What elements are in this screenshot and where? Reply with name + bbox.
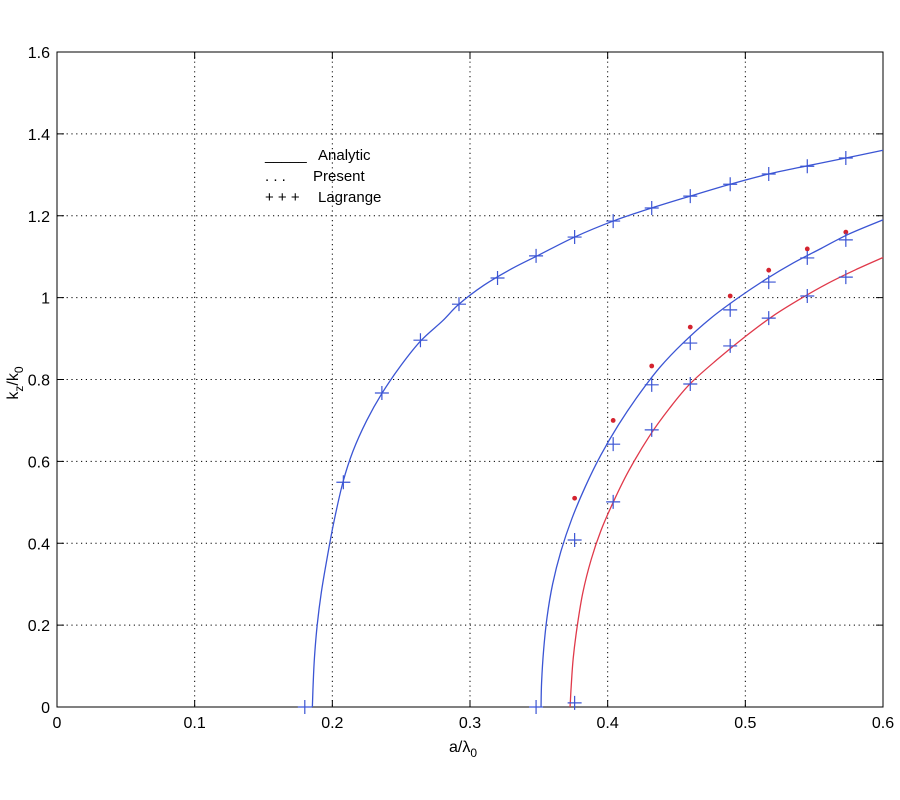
curves-layer [311, 149, 884, 708]
lagrange-marker [606, 214, 621, 229]
y-axis-label-text: k [5, 391, 22, 400]
legend-item-present: . . . Present [265, 168, 366, 185]
legend-label: Lagrange [318, 189, 381, 206]
lagrange-marker [529, 700, 544, 714]
present-marker [766, 267, 772, 273]
legend-item-analytic: _____ Analytic [264, 147, 371, 164]
y-tick-label: 0.4 [28, 536, 50, 553]
y-axis-label: kz/k0 [5, 366, 26, 399]
lagrange-marker [800, 159, 815, 174]
present-marker [727, 293, 733, 299]
y-tick-label: 0.8 [28, 373, 50, 390]
x-tick-label: 0.6 [872, 715, 894, 732]
lagrange-marker [761, 275, 776, 290]
y-tick-label: 0.6 [28, 454, 50, 471]
lagrange-marker [800, 250, 815, 265]
present-marker [649, 363, 655, 369]
lagrange-marker [761, 166, 776, 181]
x-tick-label: 0 [53, 715, 62, 732]
y-axis-label-subscript: 0 [12, 366, 26, 373]
lagrange-marker [644, 422, 659, 437]
lagrange-marker [800, 288, 815, 303]
present-marker [610, 418, 616, 423]
grid-layer [57, 52, 883, 707]
labels-layer: 0 0.1 0.2 0.3 0.4 0.5 0.6 0 0.2 0.4 0.6 0.8 1 1.2 1.4 1… [5, 45, 894, 760]
lagrange-marker [451, 297, 466, 312]
y-tick-label: 1.2 [28, 209, 50, 226]
lagrange-marker [297, 700, 312, 714]
lagrange-marker [683, 336, 698, 351]
legend-label: Present [313, 168, 366, 185]
legend-symbol: _____ [264, 147, 307, 164]
lagrange-marker [683, 189, 698, 204]
present-marker [843, 229, 849, 235]
analytic-curve [540, 219, 884, 708]
legend-symbol: + + + [265, 189, 300, 206]
x-axis-label-text: a/λ [449, 739, 470, 756]
y-tick-label: 1 [41, 291, 50, 308]
legend-item-lagrange: + + + Lagrange [265, 189, 381, 206]
lagrange-marker [838, 151, 853, 166]
lagrange-marker [644, 377, 659, 392]
y-tick-label: 0 [41, 700, 50, 717]
lagrange-marker [374, 386, 389, 401]
lagrange-marker [606, 494, 621, 509]
lagrange-marker [413, 333, 428, 348]
x-axis-label-subscript: 0 [470, 746, 477, 760]
lagrange-marker [644, 200, 659, 215]
lagrange-marker [490, 270, 505, 285]
lagrange-marker [838, 232, 853, 247]
y-axis-label-text: /k [5, 372, 22, 385]
present-marker [687, 324, 693, 330]
lagrange-marker [606, 437, 621, 452]
lagrange-marker [567, 230, 582, 245]
y-tick-label: 1.6 [28, 45, 50, 62]
present-marker [572, 495, 578, 501]
y-tick-label: 1.4 [28, 127, 50, 144]
legend-symbol: . . . [265, 168, 286, 185]
lagrange-marker [529, 248, 544, 263]
axes-layer [56, 51, 884, 708]
lagrange-marker [761, 311, 776, 326]
x-axis-label: a/λ0 [449, 739, 477, 760]
y-tick-label: 0.2 [28, 618, 50, 635]
lagrange-marker [683, 377, 698, 392]
lagrange-marker [723, 338, 738, 353]
x-tick-label: 0.5 [734, 715, 756, 732]
lagrange-marker [567, 695, 582, 710]
lagrange-marker [336, 475, 351, 490]
lagrange-marker [723, 177, 738, 192]
x-tick-label: 0.2 [321, 715, 343, 732]
legend: _____ Analytic . . . Present + + + Lagrange [264, 147, 381, 206]
y-axis-label-subscript: z [12, 386, 26, 392]
present-marker [804, 246, 810, 252]
lagrange-marker [723, 302, 738, 317]
x-tick-label: 0.3 [459, 715, 481, 732]
markers-layer [297, 151, 853, 714]
analytic-curve [569, 256, 884, 708]
x-tick-label: 0.4 [597, 715, 619, 732]
x-tick-label: 0.1 [184, 715, 206, 732]
analytic-curve [311, 149, 884, 708]
legend-label: Analytic [318, 147, 371, 164]
lagrange-marker [838, 270, 853, 285]
lagrange-marker [567, 532, 582, 547]
